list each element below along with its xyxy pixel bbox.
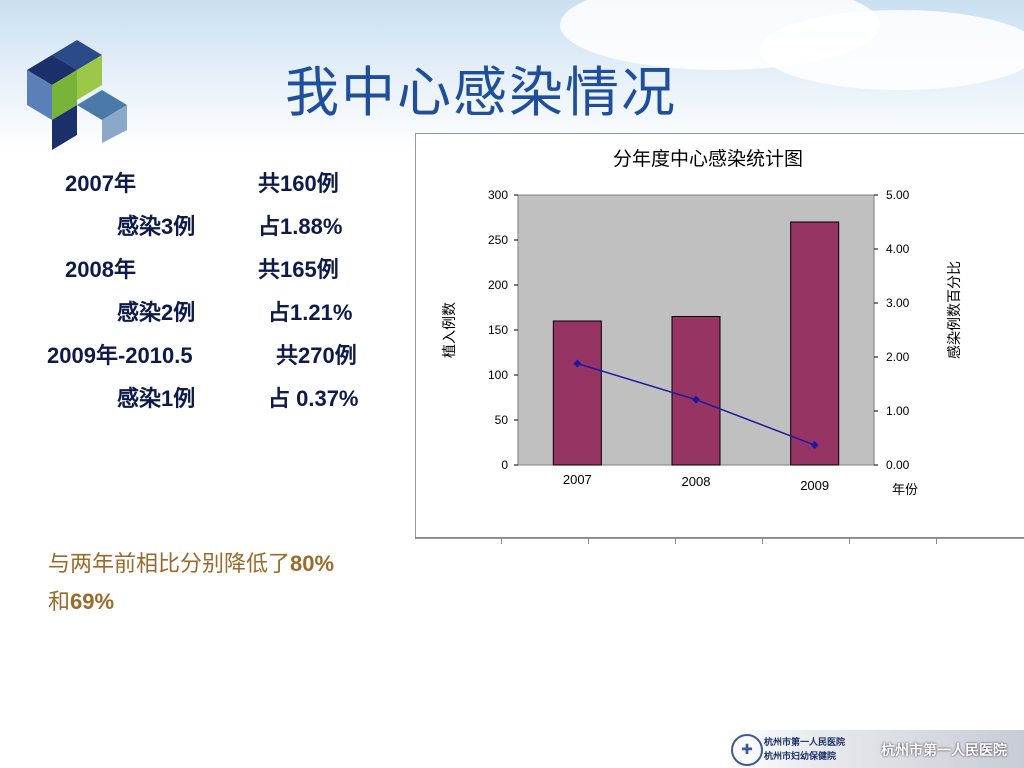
stat-infect-2008: 感染2例 [117,300,196,325]
footer-hospital-banner: 杭州市第一人民医院 [881,743,1007,759]
chart-frame: 分年度中心感染统计图 0 50 100 150 200 250 300 0.00 1.00 2.0… [415,133,1024,539]
page-title: 我中心感染情况 [285,61,677,124]
summary-line2: 和 [48,589,71,614]
table-grid-line [415,537,1024,544]
footer-hospital-name-1: 杭州市第一人民医院 [764,738,846,748]
y-tick-label: 150 [488,323,508,337]
y-tick-label: 50 [495,413,509,427]
stat-infect-2009: 感染1例 [117,386,196,411]
x-tick-label: 2008 [682,474,711,489]
summary-text: 与两年前相比分别降低了80% 和69% [48,545,334,621]
cloud-decoration [760,10,1024,90]
stat-total-2007: 共160例 [258,171,339,196]
chart-y2label: 感染例数百分比 [946,261,962,359]
footer-banner: ✚ 杭州市第一人民医院 杭州市妇幼保健院 杭州市第一人民医院 [726,730,1024,768]
percent-point-2009 [810,441,819,450]
stat-total-2009: 共270例 [276,343,357,368]
y2-tick-label: 3.00 [886,296,910,310]
y-tick-label: 250 [488,233,508,247]
stat-year-2008: 2008年 [65,257,136,282]
summary-line1: 与两年前相比分别降低了 [48,551,291,576]
hospital-emblem-icon: ✚ [731,734,763,766]
y2-tick-label: 1.00 [886,404,910,418]
stat-year-2007: 2007年 [65,171,136,196]
chart-xlabel: 年份 [892,482,918,497]
y2-tick-label: 2.00 [886,350,910,364]
stat-total-2008: 共165例 [258,257,339,282]
percent-point-2008 [692,395,700,404]
bar-2007 [552,320,602,466]
y2-tick-label: 4.00 [886,242,910,256]
percent-point-2007 [573,359,582,368]
bar-2009 [790,221,840,466]
y-tick-label: 200 [488,278,508,292]
y2-tick-label: 0.00 [886,458,910,472]
stat-pct-2007: 占1.88% [258,214,343,239]
footer-hospital-name-2: 杭州市妇幼保健院 [764,752,837,762]
stat-pct-2008: 占1.21% [268,300,353,325]
x-tick-label: 2009 [800,478,829,493]
y-tick-label: 0 [501,458,508,472]
bar-2008 [671,316,721,466]
chart-title: 分年度中心感染统计图 [613,148,803,170]
y-tick-label: 300 [488,188,508,202]
stat-pct-2009: 占 0.37% [268,386,359,411]
chart-ylabel: 植入例数 [441,302,457,358]
summary-value-1: 80% [290,551,335,576]
stat-year-2009: 2009年-2010.5 [47,343,193,368]
y-tick-label: 100 [488,368,508,382]
summary-value-2: 69% [70,589,115,614]
hospital-logo-icon [27,40,127,150]
x-tick-label: 2007 [563,472,592,487]
stat-infect-2007: 感染3例 [117,214,196,239]
y2-tick-label: 5.00 [886,188,910,202]
infection-chart: 分年度中心感染统计图 0 50 100 150 200 250 300 0.00 1.00 2.0… [441,148,962,497]
